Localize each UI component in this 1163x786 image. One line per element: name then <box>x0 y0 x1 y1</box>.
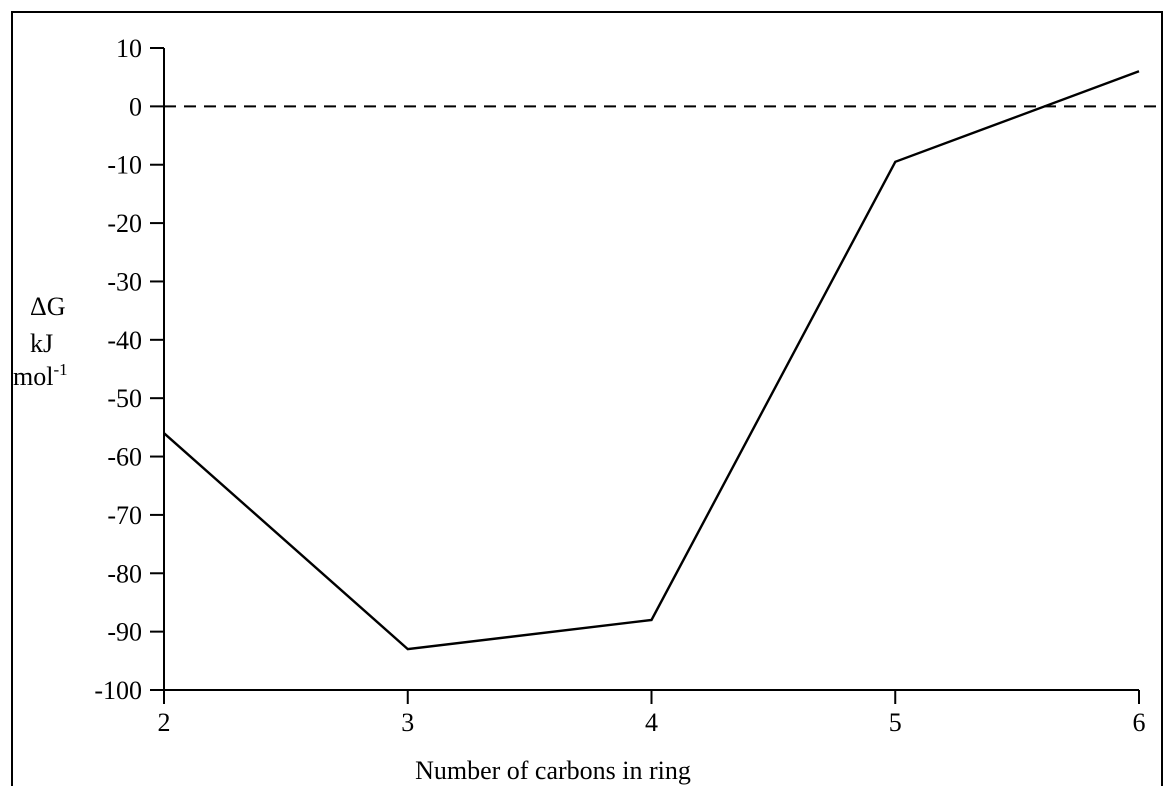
y-tick-label: 10 <box>116 34 142 63</box>
axes <box>150 48 1139 691</box>
y-tick-label: -80 <box>107 559 142 588</box>
y-tick-label: -100 <box>94 676 142 705</box>
y-tick-label: -20 <box>107 209 142 238</box>
y-axis-label-unit: mol <box>13 362 53 391</box>
y-tick-label: -70 <box>107 501 142 530</box>
y-axis-label-line-2: kJ <box>30 329 53 358</box>
series-line <box>163 70 1140 651</box>
series-group <box>163 70 1140 651</box>
chart-frame <box>11 11 1163 786</box>
y-tick-label: -50 <box>107 384 142 413</box>
y-axis-label-superscript: -1 <box>53 360 67 379</box>
x-axis-label: Number of carbons in ring <box>415 756 691 785</box>
y-axis-label-line-3: mol-1 <box>13 360 68 391</box>
y-tick-label: -10 <box>107 151 142 180</box>
y-tick-label: -40 <box>107 326 142 355</box>
x-tick-label: 3 <box>401 708 414 737</box>
x-tick-label: 4 <box>645 708 658 737</box>
ticks <box>150 47 1140 704</box>
y-axis-label-line-1: ΔG <box>30 292 66 321</box>
tick-labels: 10 0 -10 -20 -30 -40 -50 -60 -70 -80 -90 -100 2 3 4 5 6 <box>94 34 1145 737</box>
x-tick-label: 6 <box>1133 708 1146 737</box>
y-tick-label: -60 <box>107 443 142 472</box>
x-tick-label: 2 <box>158 708 171 737</box>
y-tick-label: 0 <box>129 92 142 121</box>
y-tick-label: -90 <box>107 618 142 647</box>
y-tick-label: -30 <box>107 267 142 296</box>
x-tick-label: 5 <box>889 708 902 737</box>
